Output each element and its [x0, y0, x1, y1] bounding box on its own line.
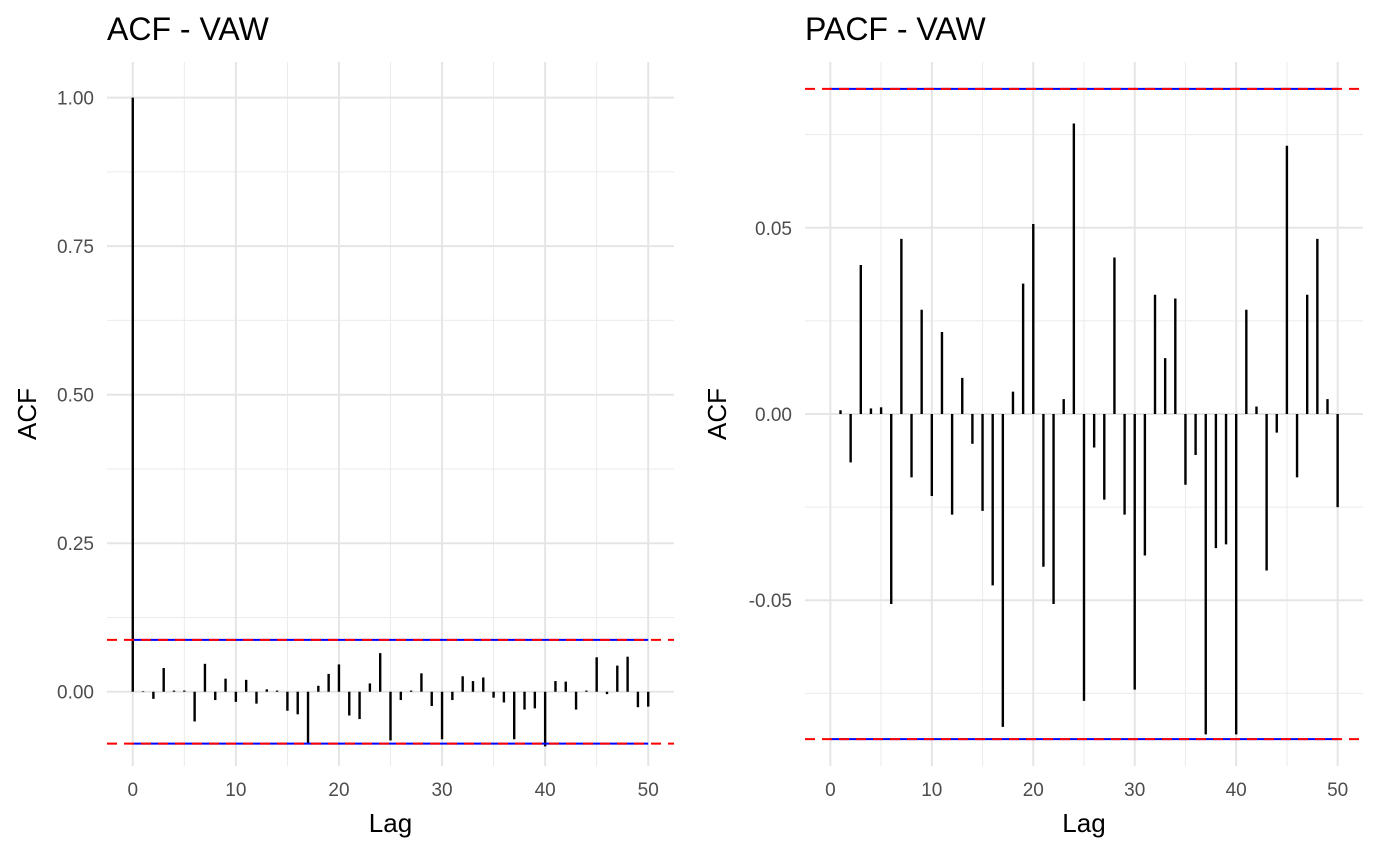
y-tick-label: 0.00 [755, 405, 792, 426]
pacf-x-axis-title: Lag [1062, 808, 1105, 838]
y-tick-label: -0.05 [749, 591, 792, 612]
y-tick-label: 0.50 [57, 386, 94, 407]
x-tick-label: 10 [921, 780, 942, 801]
acf-title: ACF - VAW [107, 11, 270, 47]
pacf-panel: 0 10 20 30 40 50 -0.05 0.00 0.05 PACF - VAW Lag ACF [702, 11, 1363, 838]
y-tick-label: 0.75 [57, 237, 94, 258]
pacf-y-tick-labels: -0.05 0.00 0.05 [749, 219, 792, 612]
y-tick-label: 0.25 [57, 534, 94, 555]
pacf-bars [839, 123, 1339, 735]
acf-x-tick-labels: 0 10 20 30 40 50 [127, 780, 658, 801]
acf-x-axis-title: Lag [369, 808, 412, 838]
acf-confidence-bounds [107, 638, 674, 745]
x-tick-label: 40 [1226, 780, 1247, 801]
x-tick-label: 50 [1327, 780, 1348, 801]
acf-y-tick-labels: 0.00 0.25 0.50 0.75 1.00 [57, 89, 94, 704]
x-tick-label: 30 [1124, 780, 1145, 801]
x-tick-label: 0 [127, 780, 138, 801]
y-tick-label: 0.05 [755, 219, 792, 240]
acf-y-axis-title: ACF [12, 388, 42, 440]
pacf-x-tick-labels: 0 10 20 30 40 50 [825, 780, 1348, 801]
x-tick-label: 50 [638, 780, 659, 801]
pacf-title: PACF - VAW [805, 11, 987, 47]
acf-bars [131, 97, 650, 747]
y-tick-label: 0.00 [57, 683, 94, 704]
x-tick-label: 0 [825, 780, 836, 801]
x-tick-label: 10 [225, 780, 246, 801]
acf-panel: 0 10 20 30 40 50 0.00 0.25 0.50 0.75 1.00 ACF - VAW… [12, 11, 674, 838]
x-tick-label: 20 [328, 780, 349, 801]
x-tick-label: 30 [431, 780, 452, 801]
acf-grid [107, 62, 674, 766]
x-tick-label: 40 [535, 780, 556, 801]
pacf-confidence-bounds [805, 87, 1363, 741]
y-tick-label: 1.00 [57, 89, 94, 110]
x-tick-label: 20 [1023, 780, 1044, 801]
pacf-y-axis-title: ACF [702, 388, 732, 440]
